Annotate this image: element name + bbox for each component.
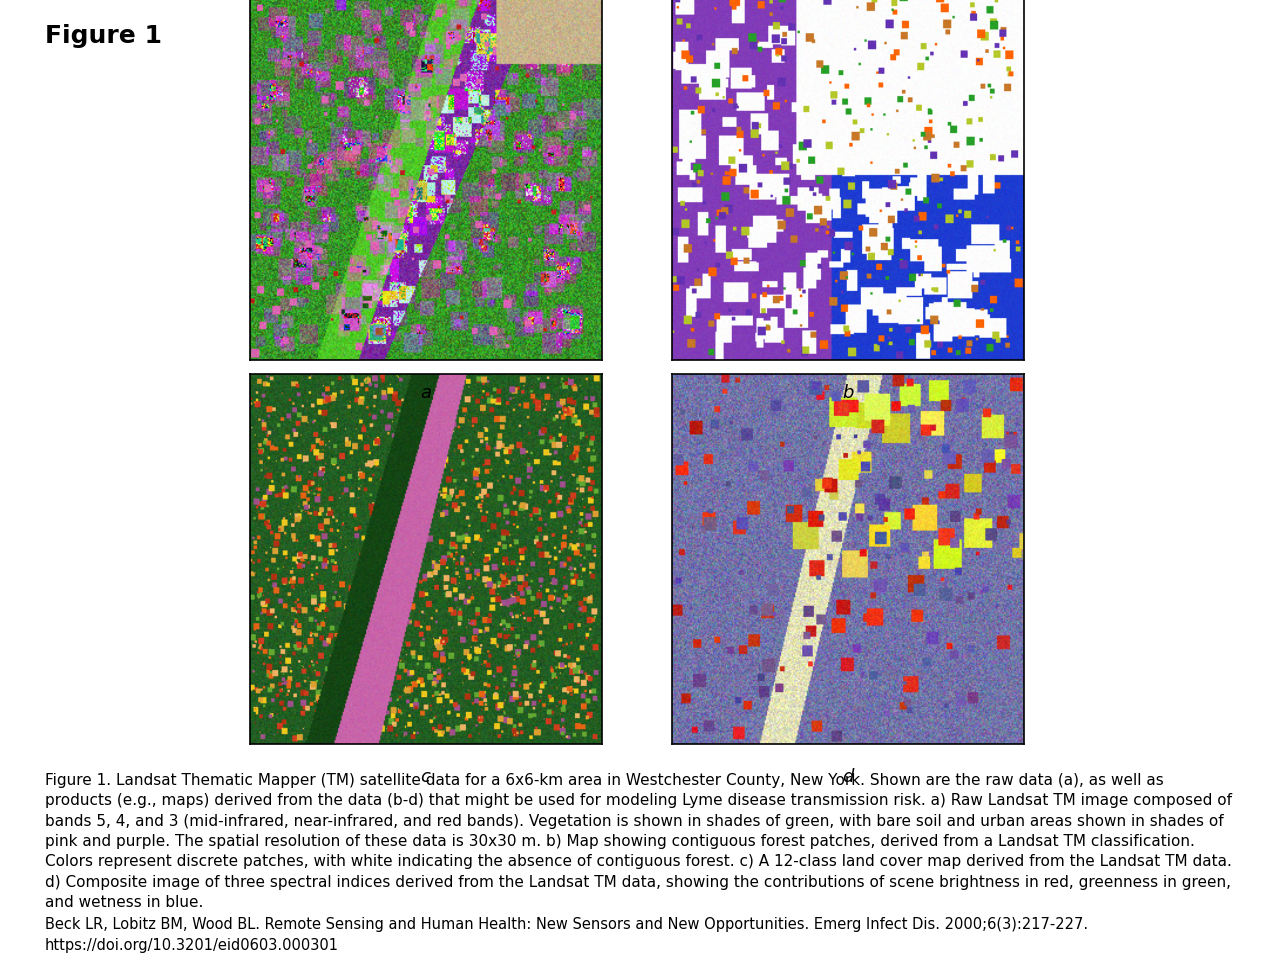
Text: b: b [842, 384, 854, 402]
Text: d: d [842, 768, 854, 786]
Text: Figure 1. Landsat Thematic Mapper (TM) satellite data for a 6x6-km area in Westc: Figure 1. Landsat Thematic Mapper (TM) s… [45, 773, 1231, 910]
Text: a: a [420, 384, 431, 402]
Text: Beck LR, Lobitz BM, Wood BL. Remote Sensing and Human Health: New Sensors and Ne: Beck LR, Lobitz BM, Wood BL. Remote Sens… [45, 917, 1088, 952]
Text: c: c [421, 768, 430, 786]
Text: Figure 1: Figure 1 [45, 24, 161, 48]
